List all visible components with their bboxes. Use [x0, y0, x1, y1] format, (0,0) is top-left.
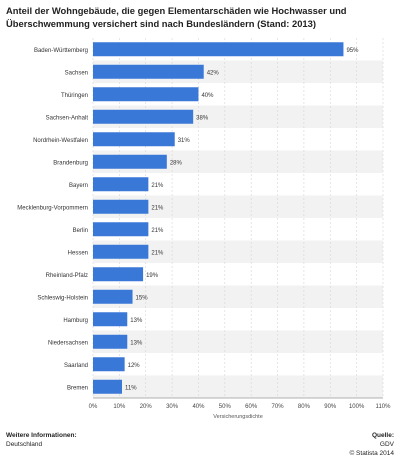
data-label: 13% — [130, 318, 143, 324]
category-label: Bremen — [67, 385, 88, 391]
bar-chart: Baden-Württemberg 95% Sachsen 42% Thüringen 4… — [17, 38, 392, 419]
bar — [93, 379, 122, 394]
tick-label: 30% — [166, 404, 179, 410]
footer-copyright: © Statista 2014 — [349, 450, 394, 457]
bar — [93, 154, 167, 169]
footer-source: Quelle: GDV © Statista 2014 — [349, 431, 394, 458]
data-label: 21% — [151, 205, 164, 211]
bar — [93, 312, 128, 327]
category-label: Rheinland-Pfalz — [46, 273, 88, 279]
category-label: Sachsen — [65, 70, 88, 76]
data-label: 15% — [136, 295, 149, 301]
tick-label: 20% — [140, 404, 153, 410]
tick-label: 90% — [324, 404, 337, 410]
category-label: Hessen — [68, 250, 88, 256]
footer-info-title: Weitere Informationen: — [6, 432, 77, 439]
bar — [93, 199, 149, 214]
tick-label: 110% — [376, 404, 392, 410]
category-label: Mecklenburg-Vorpommern — [17, 205, 88, 211]
row-stripe — [93, 285, 383, 308]
data-label: 21% — [151, 250, 164, 256]
row-stripe — [93, 195, 383, 218]
tick-label: 10% — [113, 404, 126, 410]
data-label: 21% — [151, 228, 164, 234]
category-label: Nordrhein-Westfalen — [33, 138, 88, 144]
data-label: 28% — [170, 160, 183, 166]
tick-label: 80% — [298, 404, 311, 410]
data-label: 11% — [125, 385, 137, 391]
row-stripe — [93, 240, 383, 263]
footer-info: Weitere Informationen: Deutschland — [6, 431, 77, 449]
data-label: 21% — [151, 183, 164, 189]
tick-label: 70% — [272, 404, 285, 410]
data-label: 38% — [196, 115, 209, 121]
category-label: Berlin — [73, 228, 88, 234]
bar — [93, 357, 125, 372]
bar — [93, 42, 344, 57]
category-label: Niedersachsen — [48, 340, 88, 346]
x-axis-title: Versicherungsdichte — [213, 414, 263, 419]
data-label: 12% — [128, 363, 141, 369]
footer-source-value: GDV — [379, 441, 394, 448]
bar — [93, 109, 194, 124]
bar — [93, 132, 175, 147]
footer-info-value: Deutschland — [6, 441, 43, 448]
bar — [93, 267, 144, 282]
tick-label: 0% — [89, 404, 98, 410]
row-stripe — [93, 330, 383, 353]
tick-label: 60% — [245, 404, 258, 410]
bar — [93, 87, 199, 102]
bar — [93, 289, 133, 304]
category-label: Schleswig-Holstein — [37, 295, 88, 301]
data-label: 42% — [207, 70, 220, 76]
data-label: 19% — [146, 273, 159, 279]
category-label: Bayern — [69, 183, 88, 189]
data-label: 40% — [201, 93, 214, 99]
bar — [93, 334, 128, 349]
category-label: Baden-Württemberg — [34, 48, 88, 54]
category-label: Brandenburg — [53, 160, 88, 166]
category-label: Saarland — [64, 363, 88, 369]
category-label: Hamburg — [63, 318, 88, 324]
data-label: 95% — [346, 48, 359, 54]
bar — [93, 177, 149, 192]
chart-title: Anteil der Wohngebäude, die gegen Elemen… — [6, 5, 347, 29]
data-label: 13% — [130, 340, 143, 346]
data-label: 31% — [178, 138, 191, 144]
bar — [93, 64, 204, 79]
category-label: Thüringen — [61, 93, 88, 99]
category-label: Sachsen-Anhalt — [46, 115, 89, 121]
tick-label: 100% — [349, 404, 365, 410]
footer-source-title: Quelle: — [371, 432, 394, 439]
bar — [93, 244, 149, 259]
bar — [93, 222, 149, 237]
row-stripe — [93, 375, 383, 398]
tick-label: 50% — [219, 404, 232, 410]
tick-label: 40% — [192, 404, 205, 410]
